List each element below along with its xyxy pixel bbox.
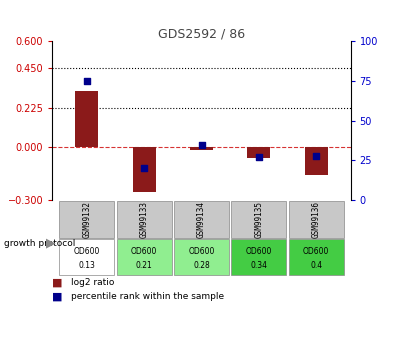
Text: ■: ■ (52, 292, 63, 302)
Bar (231, 201, 287, 238)
Bar (59, 201, 114, 238)
Text: 0.4: 0.4 (310, 261, 322, 270)
Point (313, 153, 320, 158)
Text: 0.21: 0.21 (136, 261, 152, 270)
Text: OD600: OD600 (74, 247, 100, 256)
Bar (174, 239, 229, 275)
Point (141, 166, 147, 171)
Text: 0.28: 0.28 (193, 261, 210, 270)
Text: GSM99135: GSM99135 (254, 201, 263, 238)
Text: OD600: OD600 (131, 247, 157, 256)
Bar (116, 239, 172, 275)
Bar (305, 147, 328, 175)
Bar (75, 91, 98, 147)
Text: log2 ratio: log2 ratio (71, 278, 114, 287)
Title: GDS2592 / 86: GDS2592 / 86 (158, 27, 245, 40)
Text: ■: ■ (52, 278, 63, 288)
Bar (116, 201, 172, 238)
Text: GSM99133: GSM99133 (140, 201, 149, 238)
Text: GSM99134: GSM99134 (197, 201, 206, 238)
Text: percentile rank within the sample: percentile rank within the sample (71, 292, 224, 301)
Bar (289, 239, 344, 275)
Text: GSM99136: GSM99136 (312, 201, 321, 238)
Bar (59, 239, 114, 275)
Bar (133, 147, 156, 192)
Text: OD600: OD600 (246, 247, 272, 256)
Bar (174, 201, 229, 238)
Text: growth protocol: growth protocol (4, 239, 75, 248)
Point (83, 78, 90, 84)
Text: OD600: OD600 (188, 247, 215, 256)
Bar (190, 147, 213, 150)
Text: 0.13: 0.13 (78, 261, 95, 270)
Text: GSM99132: GSM99132 (82, 201, 91, 238)
Point (198, 142, 205, 147)
Text: ▶: ▶ (46, 237, 56, 250)
Text: 0.34: 0.34 (250, 261, 267, 270)
Bar (231, 239, 287, 275)
Bar (247, 147, 270, 158)
Point (256, 155, 262, 160)
Bar (289, 201, 344, 238)
Text: OD600: OD600 (303, 247, 329, 256)
